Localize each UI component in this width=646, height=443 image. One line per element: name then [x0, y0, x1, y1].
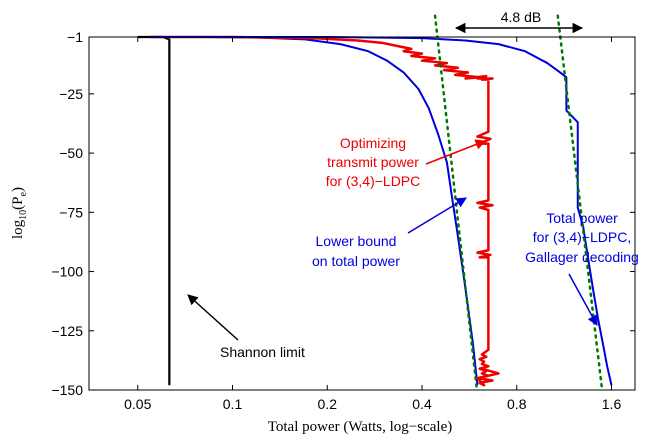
gallager-label-line2: for (3,4)−LDPC,	[533, 229, 631, 245]
db-gap-label: 4.8 dB	[501, 9, 541, 25]
y-axis-title-log: log	[10, 219, 26, 239]
x-axis-title: Total power (Watts, log−scale)	[268, 419, 452, 435]
optimizing-arrow	[425, 139, 486, 165]
optimizing-label-line1: Optimizing	[340, 135, 406, 151]
plot-background	[89, 37, 635, 390]
x-tick-label: 0.4	[412, 396, 432, 412]
gallager-label-line3: Gallager decoding	[525, 249, 639, 265]
optimizing-annotation: Optimizing transmit power for (3,4)−LDPC	[326, 135, 486, 189]
shannon-annotation: Shannon limit	[187, 294, 305, 360]
optimizing-label-line2: transmit power	[327, 154, 419, 170]
y-tick-label: −100	[51, 264, 83, 280]
lower-bound-label-line1: Lower bound	[316, 233, 397, 249]
lower-bound-arrow	[407, 197, 467, 234]
y-tick-label: −125	[51, 323, 83, 339]
y-axis-title-close: )	[10, 187, 26, 192]
y-axis-title-sub10: 10	[18, 210, 29, 220]
y-tick-label: −150	[51, 382, 83, 398]
series-gallager	[150, 36, 613, 386]
x-tick-label: 0.8	[507, 396, 527, 412]
gallager-arrow	[568, 273, 598, 326]
db-gap-annotation: 4.8 dB	[454, 6, 584, 34]
x-tick-label: 0.05	[124, 396, 151, 412]
shannon-label: Shannon limit	[220, 344, 305, 360]
gallager-annotation: Total power for (3,4)−LDPC, Gallager dec…	[525, 210, 639, 326]
shannon-arrow	[187, 294, 239, 341]
plot-frame	[88, 36, 636, 391]
db-gap-label-bg	[486, 6, 556, 26]
x-tick-label: 0.1	[223, 396, 243, 412]
y-axis-title-p: (P	[10, 196, 26, 209]
lower-bound-annotation: Lower bound on total power	[312, 197, 467, 269]
series-asymptote-right	[556, 14, 604, 390]
y-axis-title-sube: e	[18, 191, 29, 196]
y-axis-title: log10(Pe)	[10, 187, 29, 239]
lower-bound-label-line2: on total power	[312, 253, 400, 269]
y-tick-label: −50	[59, 145, 83, 161]
gallager-label-line1: Total power	[546, 210, 618, 226]
y-tick-label: −25	[59, 86, 83, 102]
y-tick-label: −75	[59, 204, 83, 220]
tick-layer: 0.05 0.1 0.2 0.4 0.8 1.6 −1 −25 −50 −75 −100 −125 −1…	[51, 29, 635, 412]
y-tick-label: −1	[67, 29, 83, 45]
optimizing-label-line3: for (3,4)−LDPC	[326, 173, 421, 189]
x-tick-label: 1.6	[602, 396, 622, 412]
x-tick-label: 0.2	[318, 396, 338, 412]
